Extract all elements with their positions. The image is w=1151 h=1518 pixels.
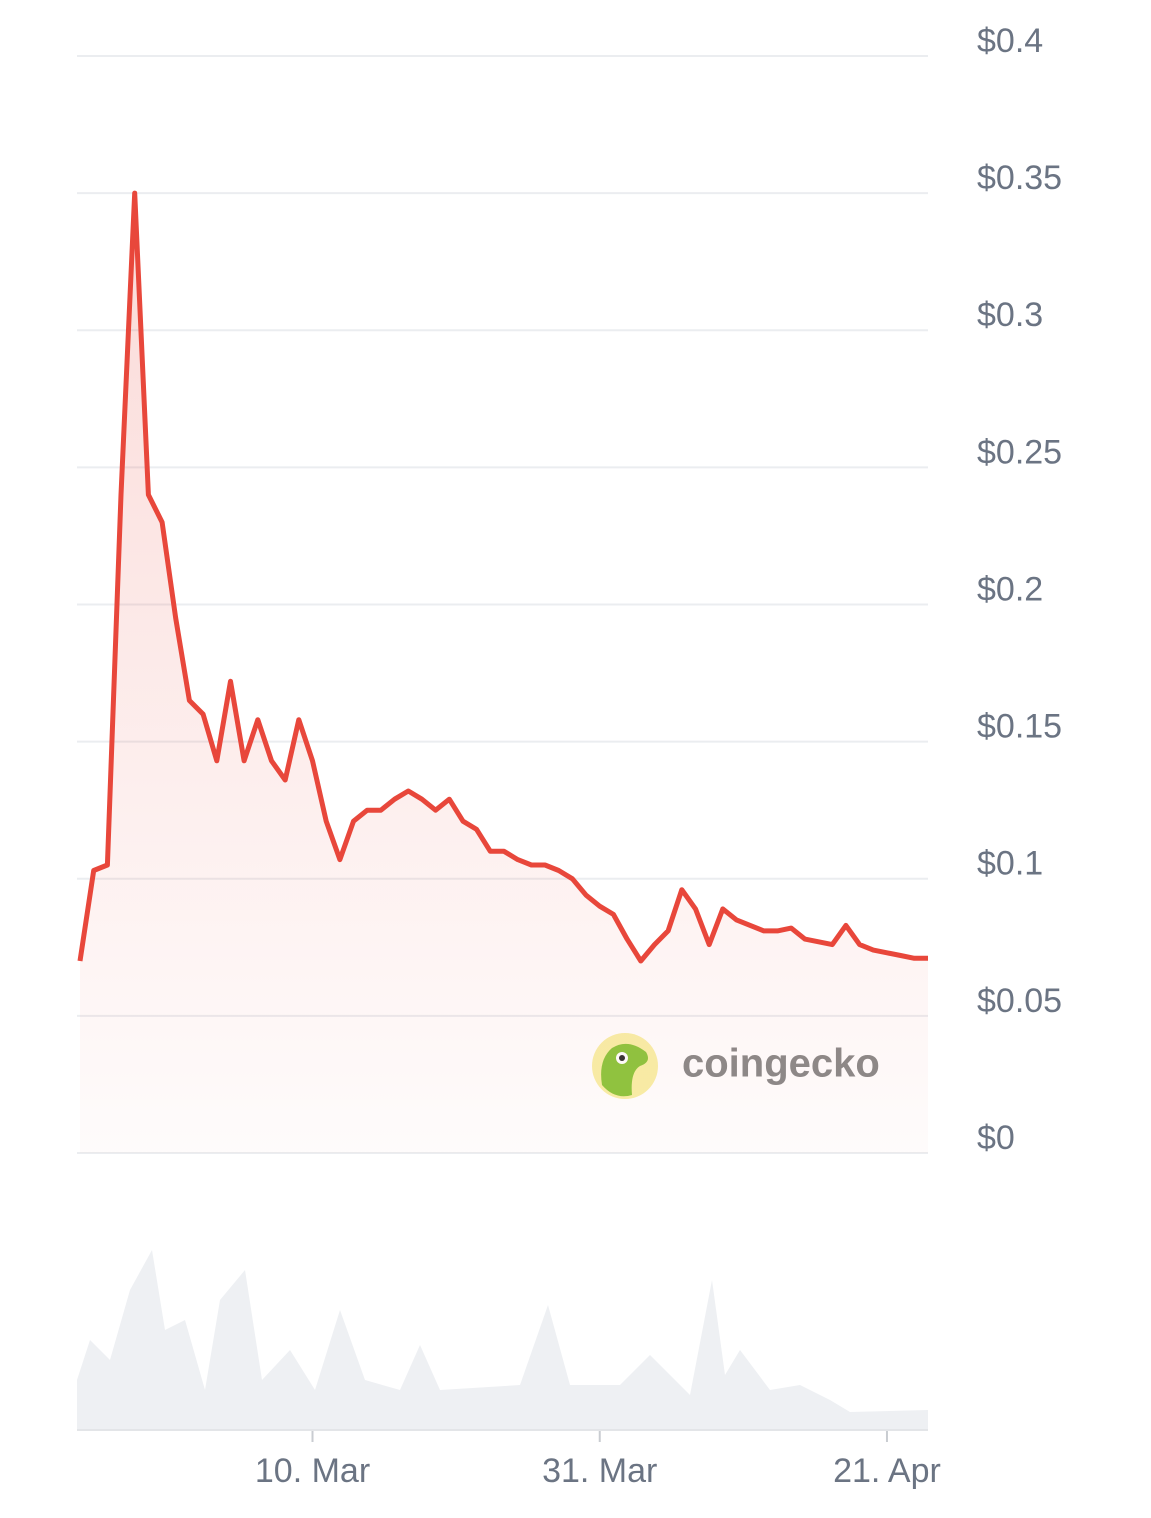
y-tick-label: $0 [977,1119,1015,1157]
x-tick-label: 21. Apr [833,1452,941,1490]
y-tick-label: $0.1 [977,845,1043,883]
price-area [80,193,928,1154]
y-tick-label: $0.35 [977,159,1062,197]
y-tick-label: $0.15 [977,708,1062,746]
volume-area [77,1250,928,1430]
price-line [77,190,928,964]
y-tick-label: $0.05 [977,982,1062,1020]
y-tick-label: $0.4 [977,22,1043,60]
x-tick-label: 10. Mar [255,1452,370,1490]
y-tick-label: $0.2 [977,570,1043,608]
y-tick-label: $0.25 [977,433,1062,471]
x-tick-label: 31. Mar [542,1452,657,1490]
y-tick-label: $0.3 [977,296,1043,334]
